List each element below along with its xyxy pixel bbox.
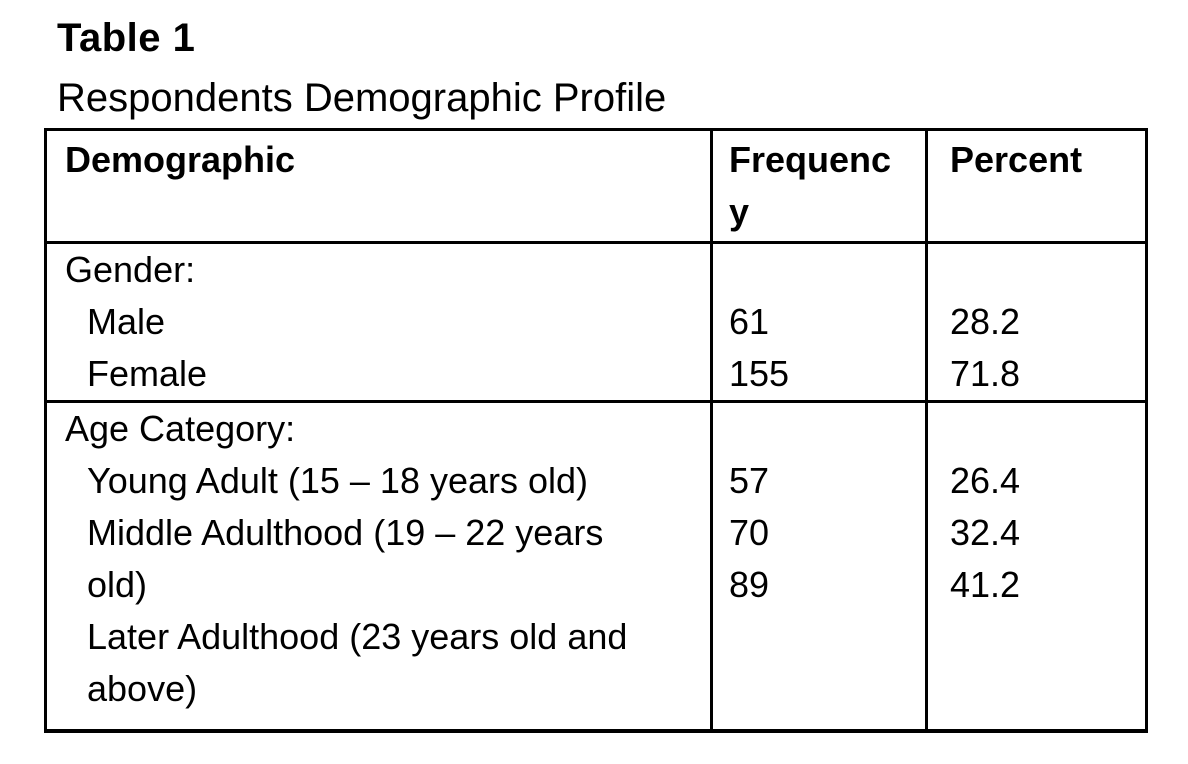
frequency-value-middle-adulthood: 70 xyxy=(729,512,770,553)
frequency-value-young-adult: 57 xyxy=(729,460,770,501)
document-page: Table 1 Respondents Demographic Profile … xyxy=(0,8,1188,764)
demographics-table: Demographic Frequency Percent Gender: Ma… xyxy=(44,128,1148,733)
item-line-later-adulthood: Later Adulthood (23 years old and above) xyxy=(87,616,628,709)
age-percent-cell: 26.4 32.4 41.2 xyxy=(925,400,1148,733)
blank-line xyxy=(729,404,924,455)
age-section-row: Age Category: Young Adult (15 – 18 years… xyxy=(44,400,1148,733)
item-line-middle-adulthood: Middle Adulthood (19 – 22 years old) xyxy=(87,512,604,605)
blank-line xyxy=(729,246,924,297)
header-frequency: Frequency xyxy=(710,128,928,244)
frequency-value-later-adulthood: 89 xyxy=(729,564,770,605)
section-label-gender: Gender: xyxy=(65,249,196,290)
gender-demographic-cell: Gender: Male Female xyxy=(44,241,713,403)
percent-value-female: 71.8 xyxy=(950,353,1021,394)
gender-percent-cell: 28.2 71.8 xyxy=(925,241,1148,403)
gender-section-row: Gender: Male Female 61 155 28.2 71.8 xyxy=(44,241,1148,403)
frequency-value-female: 155 xyxy=(729,353,790,394)
section-label-age-category: Age Category: xyxy=(65,408,296,449)
item-line-female: Female xyxy=(87,353,208,394)
header-percent: Percent xyxy=(925,128,1148,244)
item-line-male: Male xyxy=(87,301,166,342)
table-caption: Respondents Demographic Profile xyxy=(57,76,667,120)
percent-value-young-adult: 26.4 xyxy=(950,460,1021,501)
frequency-value-male: 61 xyxy=(729,301,770,342)
blank-line xyxy=(950,246,1144,297)
item-line-young-adult: Young Adult (15 – 18 years old) xyxy=(87,460,589,501)
age-frequency-cell: 57 70 89 xyxy=(710,400,928,733)
blank-line xyxy=(950,404,1144,455)
gender-frequency-cell: 61 155 xyxy=(710,241,928,403)
header-frequency-label: Frequency xyxy=(729,139,892,232)
header-row: Demographic Frequency Percent xyxy=(44,128,1148,244)
header-demographic: Demographic xyxy=(44,128,713,244)
table-number-heading: Table 1 xyxy=(57,16,196,60)
age-demographic-cell: Age Category: Young Adult (15 – 18 years… xyxy=(44,400,713,733)
percent-value-later-adulthood: 41.2 xyxy=(950,564,1021,605)
percent-value-male: 28.2 xyxy=(950,301,1021,342)
percent-value-middle-adulthood: 32.4 xyxy=(950,512,1021,553)
